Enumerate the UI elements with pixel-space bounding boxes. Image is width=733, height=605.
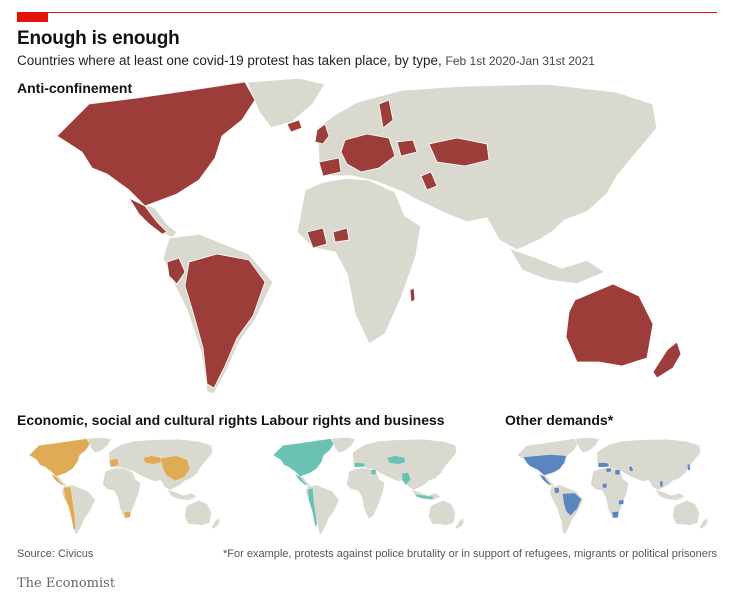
subtitle-date-range: Feb 1st 2020-Jan 31st 2021 — [445, 54, 595, 68]
region-iraq — [420, 171, 438, 191]
region-iceland — [286, 119, 303, 133]
region-north-africa — [605, 467, 612, 473]
highlights-labour — [273, 438, 435, 528]
panel-label-other: Other demands* — [505, 412, 614, 428]
region-andes — [63, 486, 76, 532]
region-south-asia — [401, 472, 411, 486]
region-north-america — [29, 438, 90, 477]
region-malawi — [409, 287, 416, 303]
region-mexico — [50, 473, 64, 486]
map-labour — [273, 437, 465, 535]
footnote: *For example, protests against police br… — [222, 548, 717, 560]
region-western-europe — [109, 458, 120, 468]
region-egypt — [614, 469, 621, 475]
region-southern-europe — [597, 462, 610, 468]
region-uk-ireland — [314, 123, 330, 145]
economist-red-tab — [17, 12, 48, 22]
region-north-america — [273, 438, 334, 477]
region-australia — [565, 283, 654, 367]
region-andes — [307, 487, 318, 528]
region-zambia — [618, 499, 624, 505]
region-north-america — [56, 81, 256, 207]
region-iberia — [318, 157, 342, 177]
region-thailand — [659, 480, 663, 488]
region-mexico — [127, 197, 168, 235]
subtitle-text: Countries where at least one covid-19 pr… — [17, 53, 442, 68]
region-finland — [378, 99, 394, 129]
region-west-africa — [306, 227, 328, 249]
region-brazil — [562, 492, 582, 516]
region-mexico — [538, 473, 552, 486]
region-new-zealand — [652, 341, 682, 379]
region-nigeria — [602, 483, 608, 489]
region-colombia — [553, 487, 560, 494]
region-china-mongolia — [160, 455, 191, 481]
map-economic — [29, 437, 221, 535]
panel-label-economic: Economic, social and cultural rights — [17, 412, 258, 428]
region-japan — [687, 463, 691, 471]
map-other — [517, 437, 709, 535]
region-iraq — [628, 465, 634, 472]
source-note: Source: Civicus — [17, 548, 94, 560]
region-south-africa — [123, 511, 131, 519]
chart-title: Enough is enough — [17, 28, 180, 49]
region-south-america — [184, 253, 266, 389]
map-anti-confinement — [56, 77, 682, 395]
region-egypt — [370, 469, 377, 475]
highlights-other — [523, 454, 691, 519]
world-landmass — [517, 437, 709, 535]
panel-label-anti-confinement: Anti-confinement — [17, 80, 133, 96]
region-nigeria-ghana — [332, 227, 350, 243]
highlights-economic — [29, 438, 191, 532]
economist-logo-text: The Economist — [17, 576, 116, 591]
region-ukraine — [396, 139, 418, 157]
region-kazakhstan — [142, 455, 162, 465]
highlights-anti-confinement — [56, 81, 682, 389]
region-south-africa — [611, 511, 619, 519]
panel-label-labour: Labour rights and business — [261, 412, 445, 428]
region-indonesia — [415, 494, 435, 500]
region-mexico — [294, 473, 308, 486]
region-ecuador-peru — [166, 257, 186, 285]
region-southern-europe — [353, 462, 366, 468]
region-central-europe — [340, 133, 396, 173]
region-united-states — [523, 454, 567, 476]
chart-subtitle: Countries where at least one covid-19 pr… — [17, 53, 595, 68]
region-kazakhstan — [386, 455, 406, 465]
region-kazakhstan — [428, 137, 490, 167]
top-rule — [17, 12, 717, 13]
